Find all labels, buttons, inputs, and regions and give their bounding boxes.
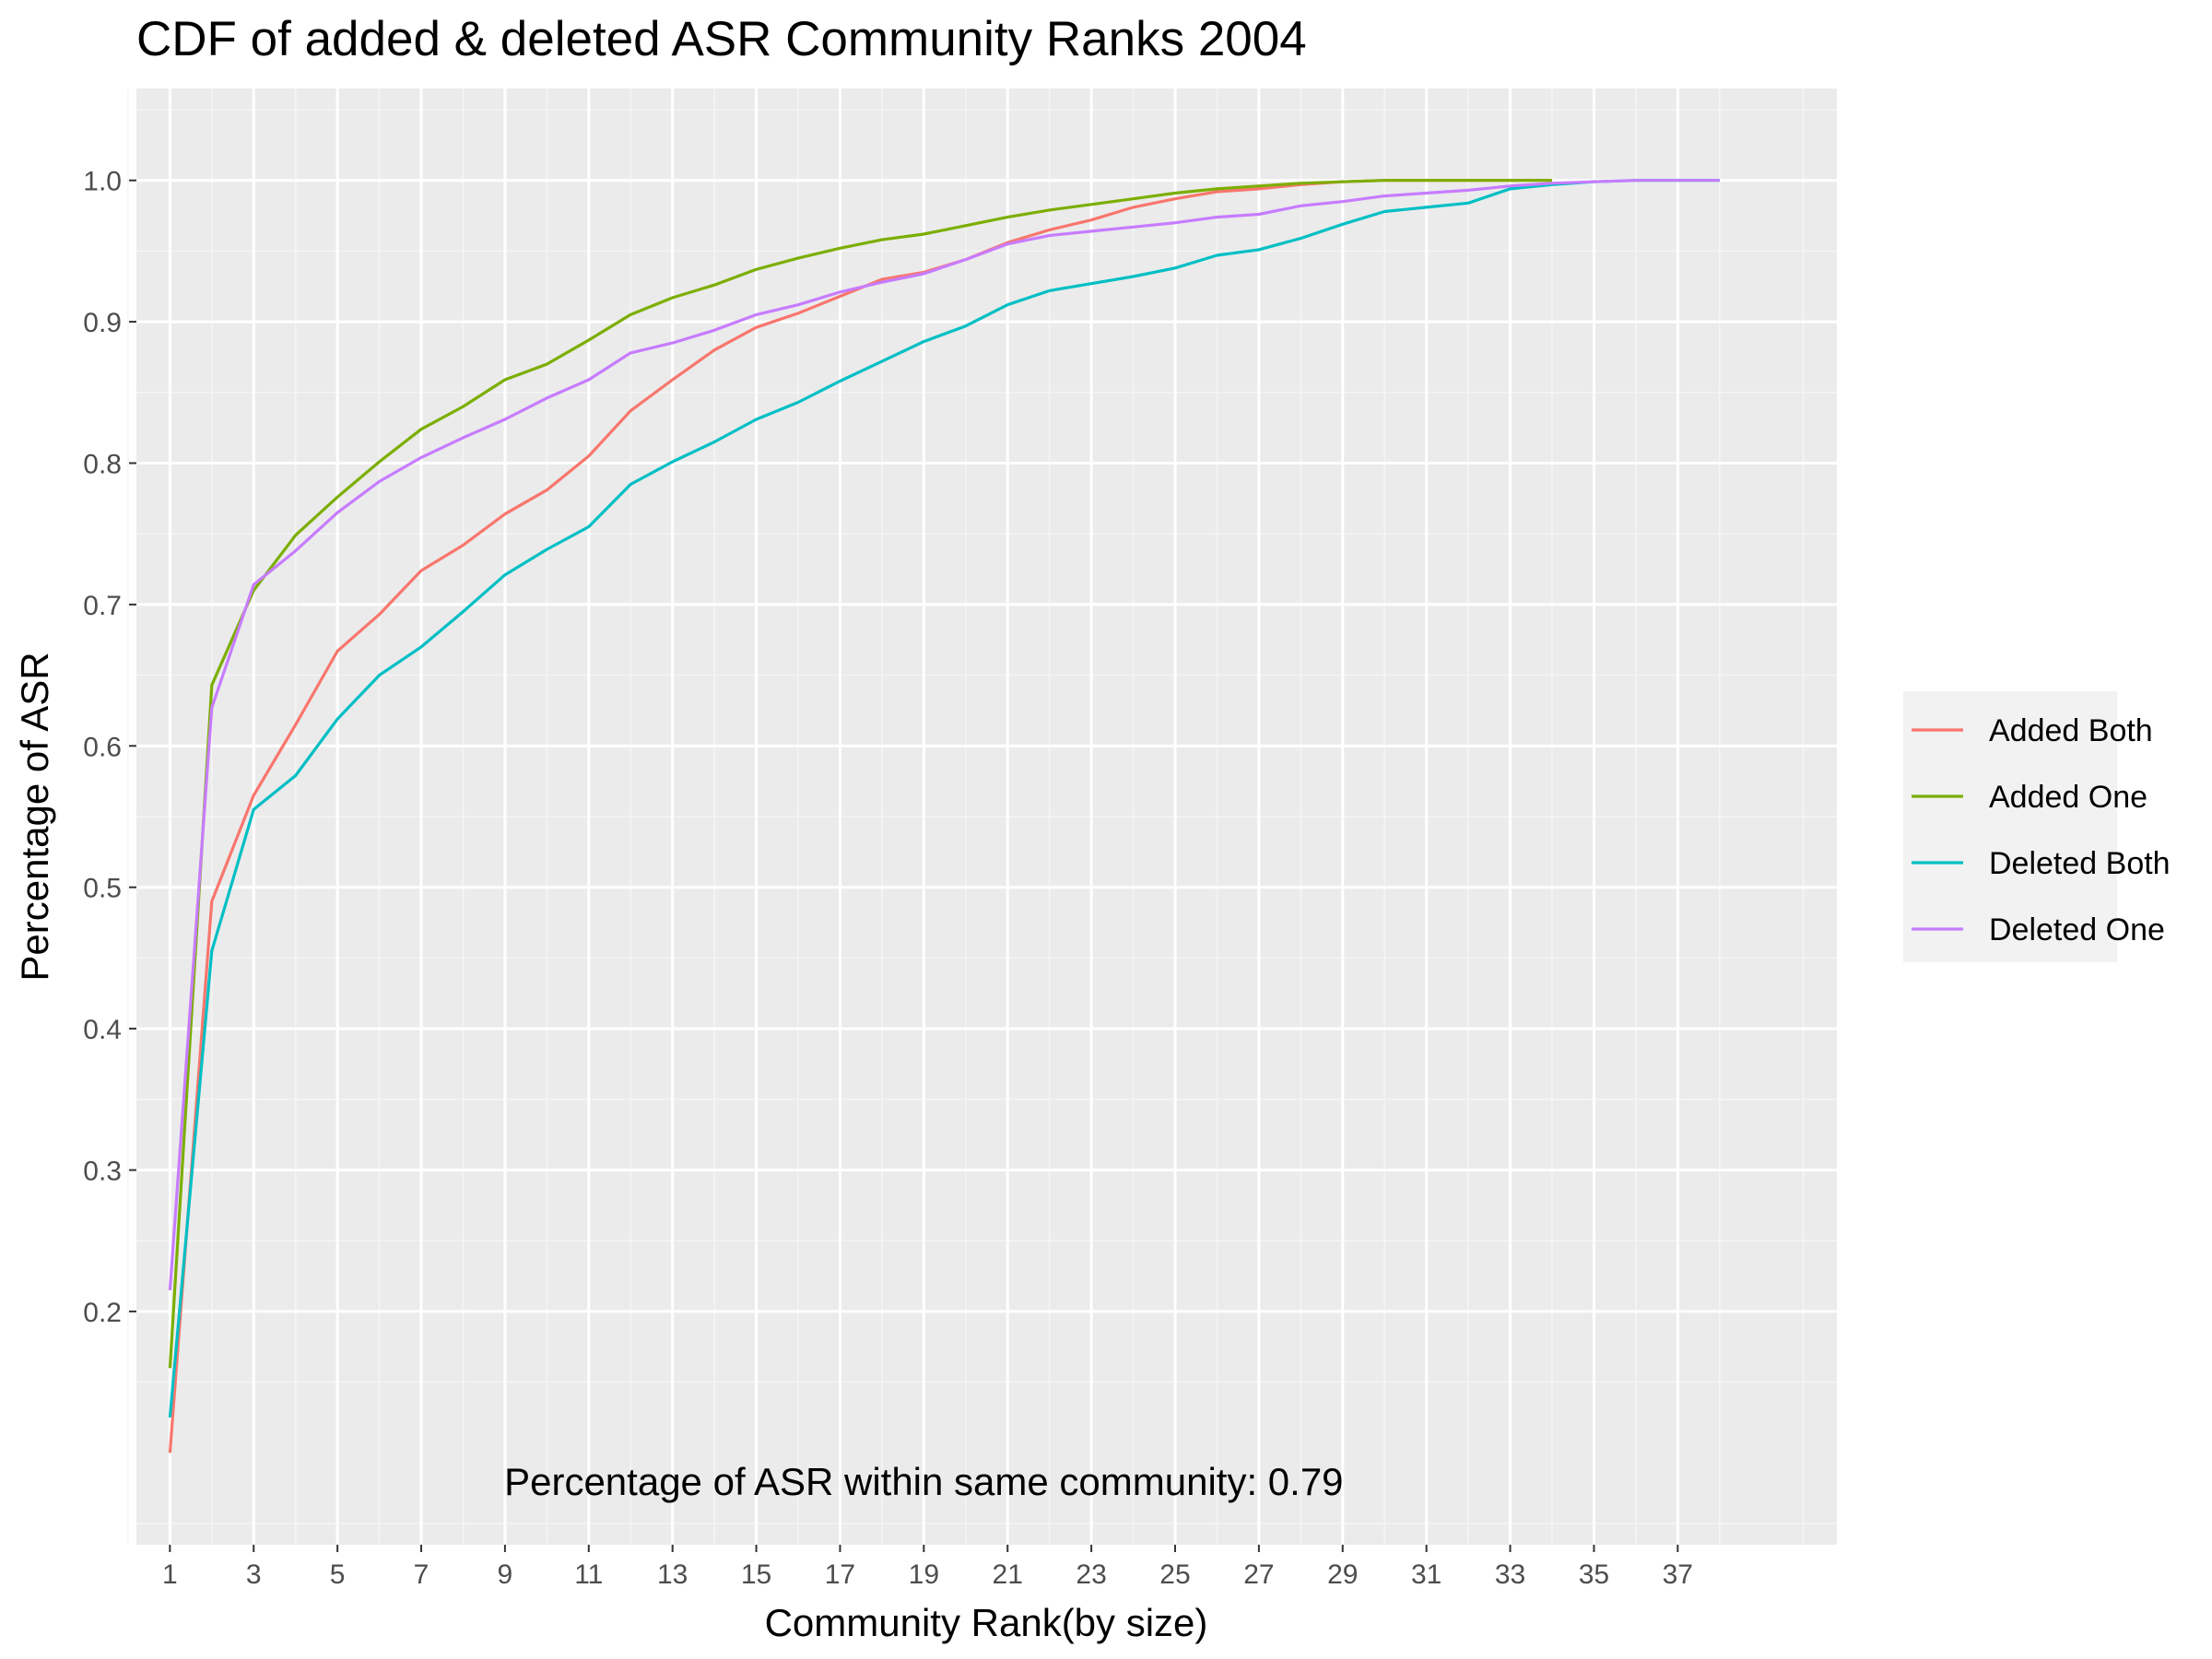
y-tick-label: 0.4	[83, 1015, 122, 1045]
legend-label-deleted-both: Deleted Both	[1989, 846, 2171, 881]
x-tick-label: 33	[1495, 1559, 1525, 1590]
chart-title: CDF of added & deleted ASR Community Ran…	[136, 12, 1307, 66]
y-tick-label: 1.0	[83, 167, 122, 197]
legend-label-added-both: Added Both	[1989, 713, 2153, 748]
x-tick-label: 27	[1243, 1559, 1274, 1590]
legend: Added Both Added One Deleted Both Deleted O…	[1903, 691, 2171, 962]
x-tick-label: 19	[909, 1559, 939, 1590]
legend-label-added-one: Added One	[1989, 780, 2147, 815]
x-tick-label: 5	[330, 1559, 346, 1590]
major-gridlines	[136, 88, 1837, 1545]
series-line-deleted-one	[168, 179, 1720, 1291]
x-tick-label: 31	[1411, 1559, 1441, 1590]
y-tick-label: 0.6	[83, 732, 122, 762]
x-axis-title: Community Rank(by size)	[765, 1601, 1208, 1644]
y-tick-label: 0.2	[83, 1298, 122, 1328]
y-axis: 0.2 0.3 0.4 0.5 0.6 0.7 0.8 0.9 1.0	[83, 167, 136, 1328]
x-tick-label: 23	[1076, 1559, 1106, 1590]
x-tick-label: 11	[574, 1559, 603, 1590]
y-tick-label: 0.8	[83, 450, 122, 480]
series-line-deleted-both	[168, 179, 1720, 1418]
y-tick-label: 0.5	[83, 874, 122, 904]
x-tick-label: 25	[1159, 1559, 1190, 1590]
x-tick-label: 21	[993, 1559, 1023, 1590]
x-tick-label: 15	[741, 1559, 771, 1590]
y-tick-label: 0.9	[83, 308, 122, 338]
minor-gridlines	[127, 88, 1837, 1545]
x-tick-label: 29	[1327, 1559, 1358, 1590]
y-axis-title: Percentage of ASR	[13, 652, 56, 981]
series-lines	[168, 179, 1720, 1453]
x-tick-label: 3	[246, 1559, 262, 1590]
annotation-text: Percentage of ASR within same community:…	[504, 1460, 1343, 1503]
y-tick-label: 0.3	[83, 1156, 122, 1186]
series-line-added-one	[168, 179, 1552, 1369]
x-tick-label: 13	[657, 1559, 688, 1590]
x-tick-label: 37	[1663, 1559, 1693, 1590]
x-axis: 1 3 5 7 9 11 13 15 17 19 21 23 25 27 29 31 33 35 37	[162, 1545, 1693, 1590]
x-tick-label: 17	[825, 1559, 855, 1590]
x-tick-label: 9	[498, 1559, 513, 1590]
x-tick-label: 1	[162, 1559, 178, 1590]
x-tick-label: 35	[1579, 1559, 1609, 1590]
legend-label-deleted-one: Deleted One	[1989, 912, 2165, 947]
y-tick-label: 0.7	[83, 591, 122, 621]
legend-background	[1903, 691, 2117, 962]
x-tick-label: 7	[414, 1559, 429, 1590]
